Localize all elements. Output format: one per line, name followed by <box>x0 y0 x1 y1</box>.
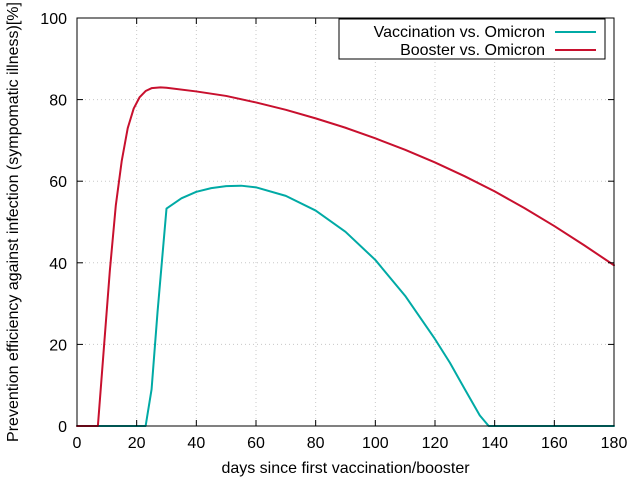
series-line-0 <box>76 184 615 427</box>
x-tick-label: 180 <box>601 435 628 452</box>
x-tick-label: 80 <box>307 435 325 452</box>
x-tick-label: 20 <box>128 435 146 452</box>
y-tick-label: 0 <box>58 419 67 436</box>
axis-ticks: 0 20 40 60 80 100 120 140 160 180 0 20 40 60 80 100 <box>40 11 627 452</box>
x-tick-label: 100 <box>362 435 389 452</box>
y-tick-label: 20 <box>49 337 67 354</box>
legend-box <box>338 18 606 60</box>
x-tick-label: 40 <box>187 435 205 452</box>
x-tick-label: 140 <box>481 435 508 452</box>
y-axis-label: Prevention efficiency against infection … <box>5 2 22 442</box>
plot-frame <box>76 17 615 427</box>
y-tick-label: 40 <box>49 256 67 273</box>
y-tick-label: 60 <box>49 174 67 191</box>
y-tick-label: 80 <box>49 93 67 110</box>
x-tick-label: 120 <box>422 435 449 452</box>
x-axis-label: days since first vaccination/booster <box>221 460 470 477</box>
legend-entry-label: Vaccination vs. Omicron <box>374 24 545 41</box>
legend-entry-label: Booster vs. Omicron <box>400 42 545 59</box>
series-line-1 <box>76 86 615 427</box>
grid <box>77 18 614 426</box>
x-tick-label: 160 <box>541 435 568 452</box>
series-lines <box>76 86 615 427</box>
x-tick-label: 60 <box>247 435 265 452</box>
y-tick-label: 100 <box>40 11 67 28</box>
x-tick-label: 0 <box>73 435 82 452</box>
